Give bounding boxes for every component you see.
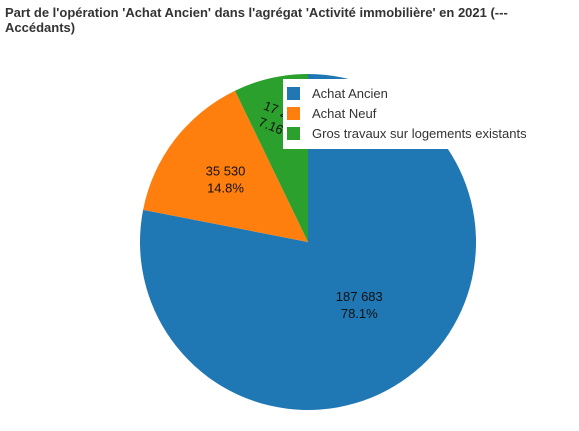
- pie-slice-achat-neuf[interactable]: [143, 90, 308, 243]
- legend-label-gros-travaux: Gros travaux sur logements existants: [312, 125, 527, 141]
- pie-slice-achat-ancien[interactable]: [139, 74, 476, 410]
- legend-swatch-achat-ancien: [287, 86, 300, 100]
- slice-label-achat-ancien: 187 683 78.1%: [336, 289, 383, 321]
- slice-value-achat-neuf: 35 530: [206, 163, 246, 178]
- slice-label-achat-neuf: 35 530 14.8%: [206, 163, 246, 195]
- legend-swatch-achat-neuf: [287, 106, 300, 120]
- slice-percent-achat-ancien: 78.1%: [341, 306, 378, 321]
- chart-title: Part de l'opération 'Achat Ancien' dans …: [5, 5, 508, 35]
- legend-item-achat-ancien[interactable]: Achat Ancien: [287, 83, 527, 103]
- legend: Achat Ancien Achat Neuf Gros travaux sur…: [283, 79, 531, 149]
- legend-swatch-gros-travaux: [287, 126, 300, 140]
- legend-label-achat-ancien: Achat Ancien: [312, 85, 388, 101]
- slice-percent-achat-neuf: 14.8%: [207, 180, 244, 195]
- legend-item-gros-travaux[interactable]: Gros travaux sur logements existants: [287, 123, 527, 143]
- slice-value-achat-ancien: 187 683: [336, 289, 383, 304]
- legend-label-achat-neuf: Achat Neuf: [312, 105, 377, 121]
- legend-item-achat-neuf[interactable]: Achat Neuf: [287, 103, 527, 123]
